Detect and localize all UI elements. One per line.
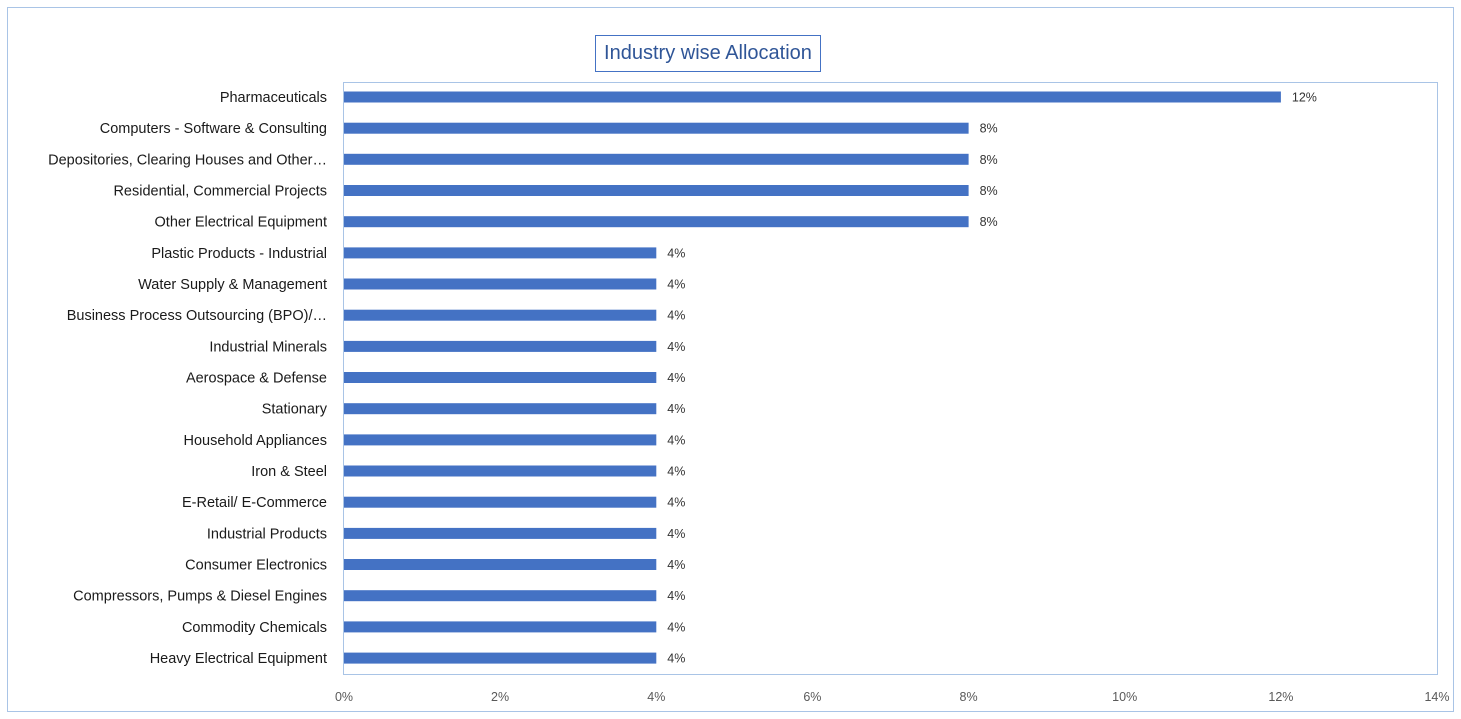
data-label: 4% (667, 496, 685, 510)
data-label: 4% (667, 340, 685, 354)
bar (344, 527, 657, 539)
category-label: Stationary (262, 402, 328, 418)
x-tick-label: 2% (491, 690, 509, 704)
category-label: Industrial Minerals (209, 339, 327, 355)
category-label: Compressors, Pumps & Diesel Engines (73, 589, 327, 605)
data-label: 4% (667, 433, 685, 447)
category-label: Residential, Commercial Projects (113, 184, 327, 200)
data-label: 4% (667, 652, 685, 666)
bar (344, 91, 1281, 103)
bar (344, 403, 657, 415)
bar (344, 496, 657, 508)
bar (344, 278, 657, 290)
category-label: Plastic Products - Industrial (151, 246, 327, 262)
data-label: 8% (980, 184, 998, 198)
x-axis-tick-labels: 0% 2% 4% 6% 8% 10% 12% 14% (335, 690, 1450, 704)
category-label: Household Appliances (184, 433, 328, 449)
category-label: Depositories, Clearing Houses and Other… (48, 152, 327, 168)
category-label: E-Retail/ E-Commerce (182, 495, 327, 511)
bar (344, 372, 657, 383)
data-label: 12% (1292, 91, 1317, 105)
category-label: Computers - Software & Consulting (100, 121, 327, 137)
category-label: Industrial Products (207, 526, 327, 542)
bars-group (344, 91, 1281, 664)
x-tick-label: 12% (1268, 690, 1293, 704)
data-label: 4% (667, 465, 685, 479)
data-label: 8% (980, 215, 998, 229)
category-label: Commodity Chemicals (182, 620, 327, 636)
x-tick-label: 6% (803, 690, 821, 704)
bar (344, 465, 657, 477)
category-label: Business Process Outsourcing (BPO)/… (67, 308, 327, 324)
x-tick-label: 0% (335, 690, 353, 704)
data-label: 4% (667, 620, 685, 634)
bar (344, 590, 657, 602)
x-tick-label: 14% (1424, 690, 1449, 704)
category-label: Consumer Electronics (185, 558, 327, 574)
data-label: 8% (980, 153, 998, 167)
data-labels: 12% 8% 8% 8% 8% 4% 4% 4% 4% 4% 4% 4% 4% 4% 4% 4% 4% 4% 4% (667, 91, 1317, 666)
bar (344, 153, 969, 165)
data-label: 4% (667, 402, 685, 416)
bar (344, 652, 657, 664)
bar (344, 309, 657, 321)
bar (344, 559, 657, 570)
category-label: Pharmaceuticals (220, 90, 327, 106)
data-label: 4% (667, 309, 685, 323)
category-label: Aerospace & Defense (186, 371, 327, 387)
data-label: 4% (667, 589, 685, 603)
chart-frame (7, 7, 1454, 712)
bar (344, 340, 657, 352)
category-label: Heavy Electrical Equipment (150, 651, 327, 667)
plot-area (343, 82, 1438, 675)
data-label: 4% (667, 371, 685, 385)
data-label: 4% (667, 558, 685, 572)
data-label: 4% (667, 278, 685, 292)
chart-title: Industry wise Allocation (595, 35, 821, 72)
x-tick-label: 8% (960, 690, 978, 704)
bar (344, 434, 657, 446)
data-label: 8% (980, 122, 998, 136)
category-label: Iron & Steel (251, 464, 327, 480)
bar (344, 621, 657, 633)
category-labels: Pharmaceuticals Computers - Software & Co… (48, 90, 328, 667)
bar (344, 122, 969, 134)
category-label: Water Supply & Management (138, 277, 327, 293)
bar (344, 185, 969, 196)
bar (344, 216, 969, 228)
data-label: 4% (667, 246, 685, 260)
bar (344, 247, 657, 259)
x-tick-label: 10% (1112, 690, 1137, 704)
category-label: Other Electrical Equipment (155, 215, 327, 231)
x-tick-label: 4% (647, 690, 665, 704)
data-label: 4% (667, 527, 685, 541)
